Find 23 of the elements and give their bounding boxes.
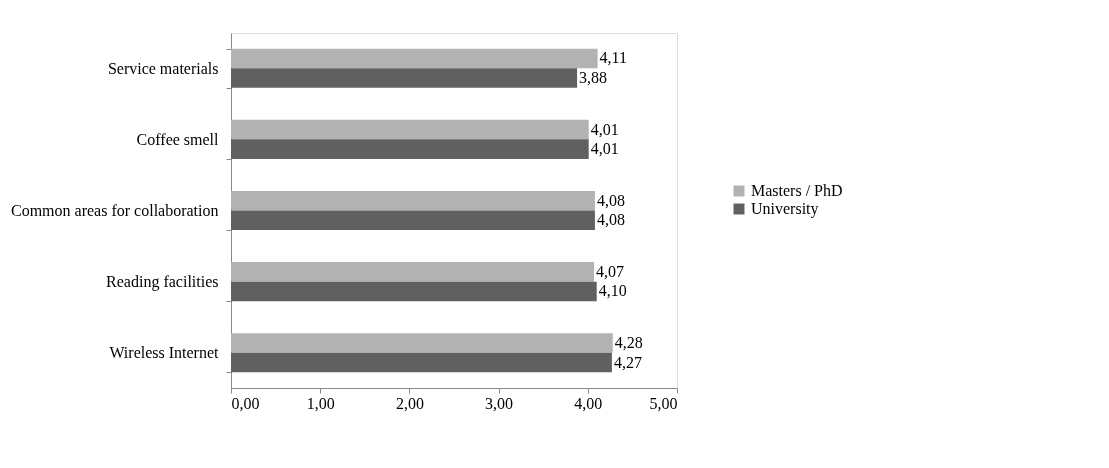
data-label: 4,07 (596, 262, 625, 280)
data-label: 4,08 (596, 191, 625, 209)
x-tick-label: 3,00 (485, 394, 514, 412)
data-label: 4,01 (590, 120, 619, 138)
y-tick-label: Coffee smell (136, 130, 220, 148)
data-label: 4,01 (590, 140, 619, 158)
y-tick-label: Common areas for collaboration (11, 202, 219, 219)
y-tick-label: Reading facilities (106, 273, 219, 292)
x-tick-label: 2,00 (395, 394, 424, 412)
data-label: 4,27 (613, 353, 642, 371)
data-label: 4,11 (599, 49, 628, 67)
data-label: 4,28 (614, 334, 643, 351)
x-tick-label: 1,00 (306, 394, 335, 412)
data-label: 4,08 (596, 211, 625, 229)
y-tick-label: Wireless Internet (109, 344, 220, 362)
x-tick-label: 0,00 (231, 394, 260, 412)
data-label: 3,88 (579, 69, 608, 86)
data-label: 4,10 (598, 282, 627, 300)
y-tick-label: Service materials (107, 59, 219, 77)
x-tick-label: 4,00 (574, 394, 603, 412)
x-tick-label: 5,00 (649, 394, 678, 412)
legend-label: University (751, 200, 819, 218)
legend-label: Masters / PhD (751, 182, 843, 199)
